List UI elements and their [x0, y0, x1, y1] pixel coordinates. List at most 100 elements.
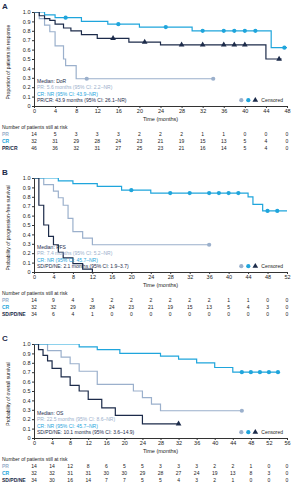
y-tick-label: 0.4: [23, 232, 31, 238]
censor-marker: [227, 191, 231, 195]
x-tick: 52: [284, 272, 290, 280]
at-risk-count: 2: [130, 297, 133, 303]
y-tick: 0.5: [23, 388, 34, 394]
at-risk-count: 2: [159, 131, 162, 137]
legend-label: Censored: [261, 263, 283, 269]
x-tick: 16: [104, 438, 110, 446]
x-tick: 12: [90, 272, 96, 280]
y-tick-mark: [32, 410, 34, 411]
y-tick-label: 0.4: [23, 66, 31, 72]
y-tick-mark: [32, 438, 34, 439]
y-tick-mark: [32, 372, 34, 373]
at-risk-count: 16: [200, 145, 206, 151]
censor-marker: [240, 409, 244, 413]
censor-marker: [221, 42, 227, 47]
y-tick: 0: [27, 269, 34, 275]
at-risk-count: 5: [159, 477, 162, 483]
at-risk-count: 0: [286, 463, 289, 469]
at-risk-title: Number of patients still at risk: [2, 290, 68, 296]
at-risk-count: 2: [231, 463, 234, 469]
at-risk-row-label: PR: [2, 131, 9, 137]
at-risk-count: 5: [243, 145, 246, 151]
y-tick-label: 0.6: [23, 213, 31, 219]
at-risk-count: 1: [247, 297, 250, 303]
x-tick-label: 24: [140, 440, 146, 446]
at-risk-count: 4: [72, 297, 75, 303]
at-risk-count: 1: [91, 311, 94, 317]
at-risk-count: 0: [247, 311, 250, 317]
y-tick-mark: [32, 206, 34, 207]
at-risk-count: 0: [286, 145, 289, 151]
y-tick-label: 0.5: [23, 222, 31, 228]
legend-marker: [239, 98, 243, 102]
y-tick-mark: [32, 106, 34, 107]
median-annotation: PR: 22.5 months (95% CI: 8.6–NR): [37, 416, 115, 422]
x-tick-label: 36: [221, 108, 227, 114]
x-tick-label: 52: [284, 274, 290, 280]
km-curve: [34, 178, 287, 211]
y-tick: 0.3: [23, 75, 34, 81]
at-risk-count: 32: [31, 304, 37, 310]
at-risk-count: 14: [31, 463, 37, 469]
x-tick-label: 32: [176, 440, 182, 446]
y-tick-label: 0.5: [23, 56, 31, 62]
x-tick-label: 36: [194, 440, 200, 446]
x-tick: 20: [129, 272, 135, 280]
y-tick: 0.4: [23, 398, 34, 404]
legend-marker: [246, 98, 250, 102]
x-axis-title: Time (months): [143, 282, 178, 288]
censor-marker: [168, 191, 172, 195]
y-tick-label: 0.8: [23, 194, 31, 200]
y-tick: 0.4: [23, 66, 34, 72]
x-tick-label: 8: [72, 274, 75, 280]
y-tick-mark: [32, 253, 34, 254]
at-risk-count: 13: [221, 138, 227, 144]
at-risk-count: 6: [52, 311, 55, 317]
at-risk-count: 3: [159, 463, 162, 469]
x-tick: 24: [148, 272, 154, 280]
x-tick-label: 16: [109, 274, 115, 280]
at-risk-count: 30: [122, 470, 128, 476]
km-curve: [34, 12, 282, 59]
x-tick-label: 40: [212, 440, 218, 446]
y-tick-label: 1.0: [23, 9, 31, 15]
at-risk-count: 5: [54, 131, 57, 137]
legend-marker: [246, 430, 250, 434]
x-tick: 0: [33, 272, 36, 280]
censor-marker: [200, 42, 206, 47]
median-annotation: SD/PD/NE: 2.1 months (95% CI: 1.9–3.7): [37, 263, 129, 269]
censor-marker: [64, 16, 68, 20]
at-risk-count: 2: [188, 297, 191, 303]
at-risk-count: 3: [91, 297, 94, 303]
y-tick: 0.1: [23, 94, 34, 100]
x-axis: 0481216202428323640444852: [33, 272, 291, 280]
at-risk-count: 0: [265, 131, 268, 137]
x-tick: 28: [179, 106, 185, 114]
y-tick-label: 0: [27, 435, 30, 441]
chart-svg: A0481216202428323640444800.10.20.30.40.5…: [0, 0, 293, 500]
at-risk-count: 3: [96, 131, 99, 137]
at-risk-count: 5: [141, 477, 144, 483]
at-risk-count: 34: [31, 477, 37, 483]
median-annotation: CR: NR (95% CI: 45.7–NR): [37, 257, 98, 263]
y-tick: 0.1: [23, 260, 34, 266]
at-risk-count: 0: [188, 311, 191, 317]
at-risk-count: 24: [109, 304, 115, 310]
y-tick-mark: [32, 382, 34, 383]
x-tick-label: 12: [86, 440, 92, 446]
y-tick: 0.3: [23, 241, 34, 247]
x-tick: 16: [116, 106, 122, 114]
censor-marker: [231, 42, 237, 47]
y-tick: 0.4: [23, 232, 34, 238]
y-axis: 00.10.20.30.40.50.60.70.80.91.0: [23, 175, 35, 275]
at-risk-count: 13: [230, 470, 236, 476]
at-risk-row-label: CR: [2, 470, 10, 476]
at-risk-count: 23: [158, 145, 164, 151]
x-tick-label: 24: [148, 274, 154, 280]
y-tick-label: 0.2: [23, 250, 31, 256]
x-tick: 32: [187, 272, 193, 280]
at-risk-count: 0: [286, 297, 289, 303]
at-risk-count: 29: [140, 470, 146, 476]
at-risk-count: 14: [31, 131, 37, 137]
at-risk-count: 8: [249, 470, 252, 476]
